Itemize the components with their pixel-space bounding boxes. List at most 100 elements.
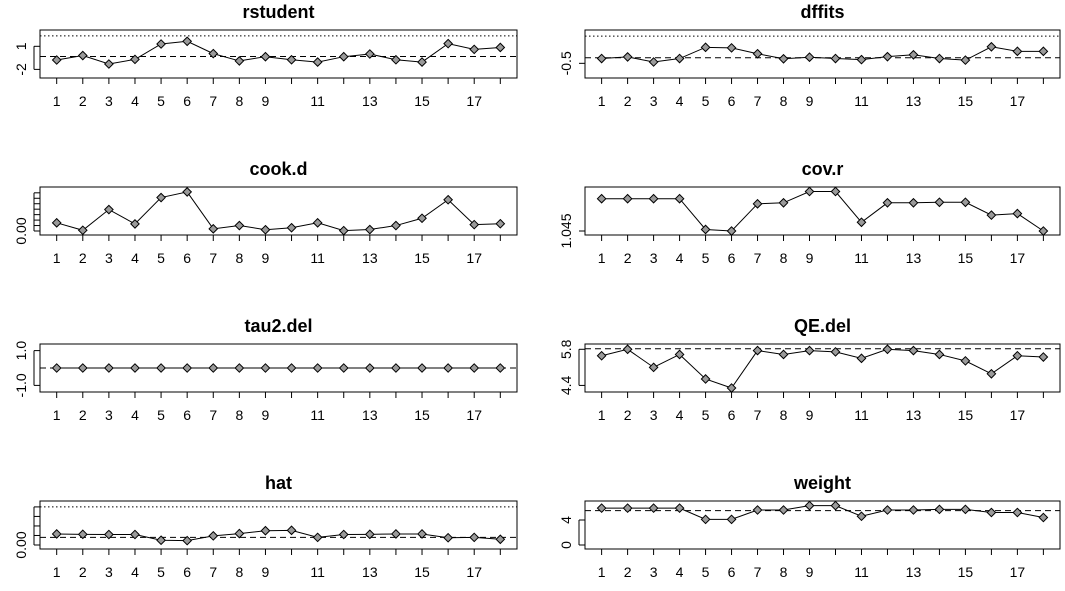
x-tick-label: 17	[1010, 564, 1026, 580]
data-point	[391, 54, 401, 65]
y-tick-label: 0.00	[13, 217, 29, 244]
data-point	[1038, 512, 1049, 523]
x-tick-label: 13	[906, 407, 922, 423]
data-point	[1012, 507, 1023, 518]
x-tick-label: 1	[53, 93, 61, 109]
x-tick-label: 6	[728, 407, 736, 423]
data-point	[804, 500, 815, 511]
x-tick-label: 3	[650, 564, 658, 580]
x-tick-label: 4	[131, 93, 139, 109]
plot-frame	[584, 500, 1061, 550]
x-tick-label: 5	[157, 250, 165, 266]
x-tick-label: 1	[598, 564, 606, 580]
data-point	[260, 525, 271, 536]
x-tick-label: 15	[958, 250, 974, 266]
data-point	[882, 197, 893, 208]
data-point	[1012, 46, 1023, 57]
x-tick-label: 17	[466, 564, 482, 580]
x-tick-label: 9	[262, 407, 270, 423]
y-tick-label: 4	[558, 516, 574, 524]
data-point	[908, 505, 919, 515]
data-point	[622, 193, 633, 204]
x-tick-label: 1	[598, 93, 606, 109]
plot-frame	[584, 29, 1061, 79]
series-line	[56, 529, 501, 542]
x-tick-label: 15	[958, 93, 974, 109]
data-point	[596, 503, 607, 514]
data-point	[674, 53, 685, 64]
data-point	[882, 505, 893, 515]
data-point	[234, 220, 245, 231]
data-point	[77, 529, 88, 540]
x-tick-label: 6	[728, 250, 736, 266]
data-point	[286, 525, 297, 536]
data-point	[700, 374, 711, 384]
data-point	[443, 194, 454, 205]
panel-title: hat	[265, 473, 292, 493]
panel-rstudent: rstudent 1 2 3 4 5 6 7 8 9 11 13 15 17 -2 1	[13, 2, 518, 109]
x-tick-label: 5	[702, 564, 710, 580]
x-tick-label: 11	[854, 250, 869, 266]
data-point	[960, 504, 971, 515]
data-point	[986, 41, 997, 52]
x-tick-label: 15	[414, 407, 430, 423]
x-tick-label: 2	[79, 407, 87, 423]
data-point	[960, 197, 971, 208]
x-tick-label: 3	[105, 564, 113, 580]
x-tick-label: 11	[310, 250, 325, 266]
data-point	[130, 363, 140, 373]
x-tick-label: 2	[624, 93, 632, 109]
data-point	[495, 363, 506, 373]
data-point	[208, 363, 219, 373]
data-point	[443, 363, 454, 373]
data-point	[77, 225, 88, 236]
x-tick-label: 4	[131, 250, 139, 266]
data-point	[417, 213, 427, 224]
x-tick-label: 4	[676, 564, 684, 580]
x-tick-label: 6	[183, 93, 191, 109]
panel-dffits: dffits 1 2 3 4 5 6 7 8 9 11 13 15 17 -0.5	[558, 2, 1061, 109]
data-point	[469, 532, 480, 543]
data-point	[260, 51, 271, 62]
series-line	[601, 191, 1044, 232]
data-point	[77, 50, 88, 61]
y-tick-label: 5.8	[558, 339, 574, 359]
data-point	[182, 535, 193, 546]
x-tick-label: 17	[1010, 250, 1026, 266]
data-point	[856, 217, 867, 228]
data-point	[312, 217, 323, 228]
data-point	[856, 511, 867, 522]
data-point	[103, 204, 114, 215]
x-tick-label: 1	[53, 407, 61, 423]
data-point	[934, 53, 945, 64]
data-point	[130, 54, 140, 65]
x-tick-label: 2	[624, 407, 632, 423]
data-point	[208, 530, 219, 541]
x-tick-label: 8	[235, 564, 243, 580]
x-tick-label: 17	[1010, 93, 1026, 109]
data-point	[1038, 46, 1049, 57]
data-point	[960, 355, 971, 366]
data-point	[130, 529, 140, 540]
x-tick-label: 3	[105, 407, 113, 423]
data-point	[234, 528, 245, 539]
data-point	[1038, 352, 1049, 362]
y-tick-label: -2	[13, 63, 29, 76]
data-point	[364, 363, 375, 373]
data-point	[986, 368, 997, 379]
data-point	[156, 39, 166, 49]
data-point	[596, 53, 607, 64]
data-point	[700, 42, 711, 53]
series-line	[601, 348, 1044, 389]
x-tick-label: 9	[806, 407, 814, 423]
data-point	[648, 57, 659, 67]
data-point	[622, 52, 633, 62]
data-point	[338, 529, 349, 540]
series-line	[56, 191, 501, 232]
data-point	[778, 53, 789, 64]
series-line	[601, 505, 1044, 520]
x-tick-label: 13	[362, 407, 378, 423]
y-tick-label: -1.0	[13, 373, 29, 397]
data-point	[674, 503, 685, 514]
data-point	[934, 349, 945, 360]
